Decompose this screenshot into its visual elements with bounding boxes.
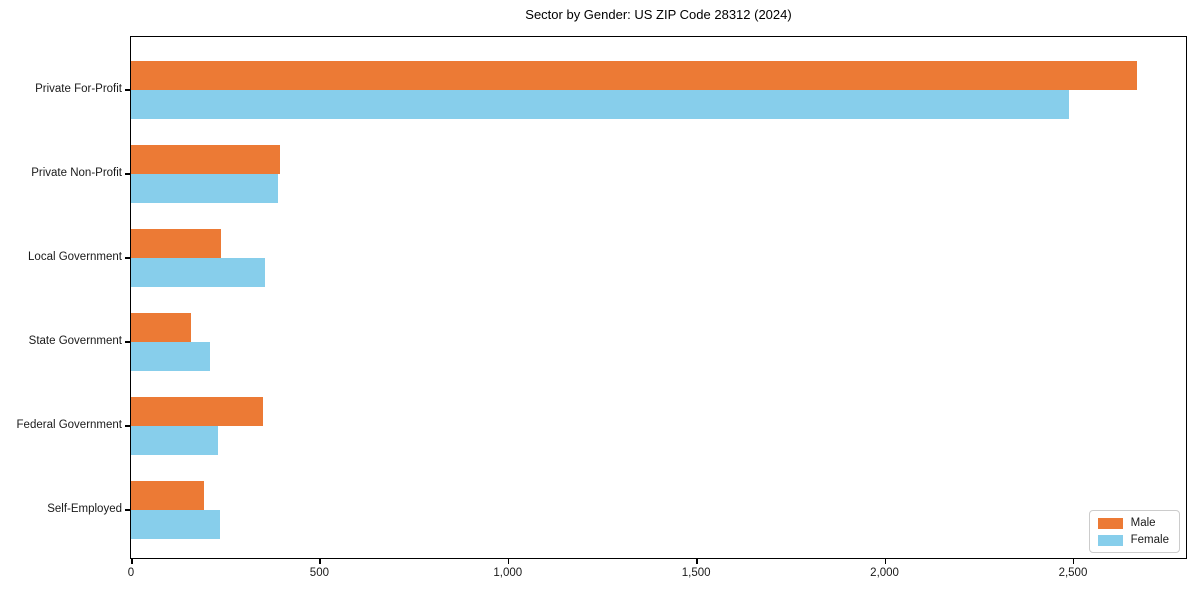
bar-female-2	[131, 258, 265, 287]
y-tick-label-3: State Government	[28, 335, 122, 347]
female-swatch	[1097, 534, 1123, 546]
bar-male-2	[131, 229, 221, 258]
legend: Male Female	[1088, 510, 1180, 553]
legend-item-female: Female	[1097, 534, 1169, 546]
bar-male-3	[131, 313, 191, 342]
legend-label-female: Female	[1130, 534, 1169, 546]
bar-male-4	[131, 397, 263, 426]
y-tick-label-2: Local Government	[28, 251, 122, 263]
x-tick-mark-1	[319, 559, 321, 564]
x-tick-label-4: 2,000	[870, 567, 899, 579]
bar-female-5	[131, 510, 220, 539]
plot-area: Male Female	[130, 36, 1187, 559]
male-swatch	[1097, 517, 1123, 529]
x-tick-label-3: 1,500	[681, 567, 711, 579]
y-tick-label-1: Private Non-Profit	[31, 167, 122, 179]
y-tick-label-0: Private For-Profit	[35, 83, 122, 95]
legend-item-male: Male	[1097, 517, 1169, 529]
x-tick-label-5: 2,500	[1058, 567, 1088, 579]
y-tick-mark-2	[125, 257, 130, 259]
y-tick-mark-0	[125, 89, 130, 91]
y-tick-label-4: Federal Government	[16, 419, 122, 431]
x-tick-label-2: 1,000	[493, 567, 523, 579]
bar-male-0	[131, 61, 1137, 90]
y-tick-mark-5	[125, 509, 130, 511]
x-tick-label-0: 0	[127, 567, 135, 579]
x-tick-mark-4	[884, 559, 887, 564]
y-tick-mark-3	[125, 341, 130, 343]
legend-label-male: Male	[1130, 517, 1156, 529]
bar-female-0	[131, 90, 1069, 119]
x-tick-mark-0	[131, 559, 133, 564]
chart-title: Sector by Gender: US ZIP Code 28312 (202…	[525, 7, 792, 22]
y-tick-mark-1	[125, 173, 130, 175]
bar-female-3	[131, 342, 210, 371]
bar-male-1	[131, 145, 280, 174]
bar-female-1	[131, 174, 278, 203]
x-tick-mark-3	[696, 559, 698, 564]
x-tick-label-1: 500	[309, 567, 329, 579]
y-tick-label-5: Self-Employed	[47, 503, 122, 515]
x-tick-mark-2	[507, 559, 510, 564]
y-tick-mark-4	[125, 425, 130, 427]
x-tick-mark-5	[1072, 559, 1075, 564]
bar-female-4	[131, 426, 218, 455]
bar-male-5	[131, 481, 204, 510]
